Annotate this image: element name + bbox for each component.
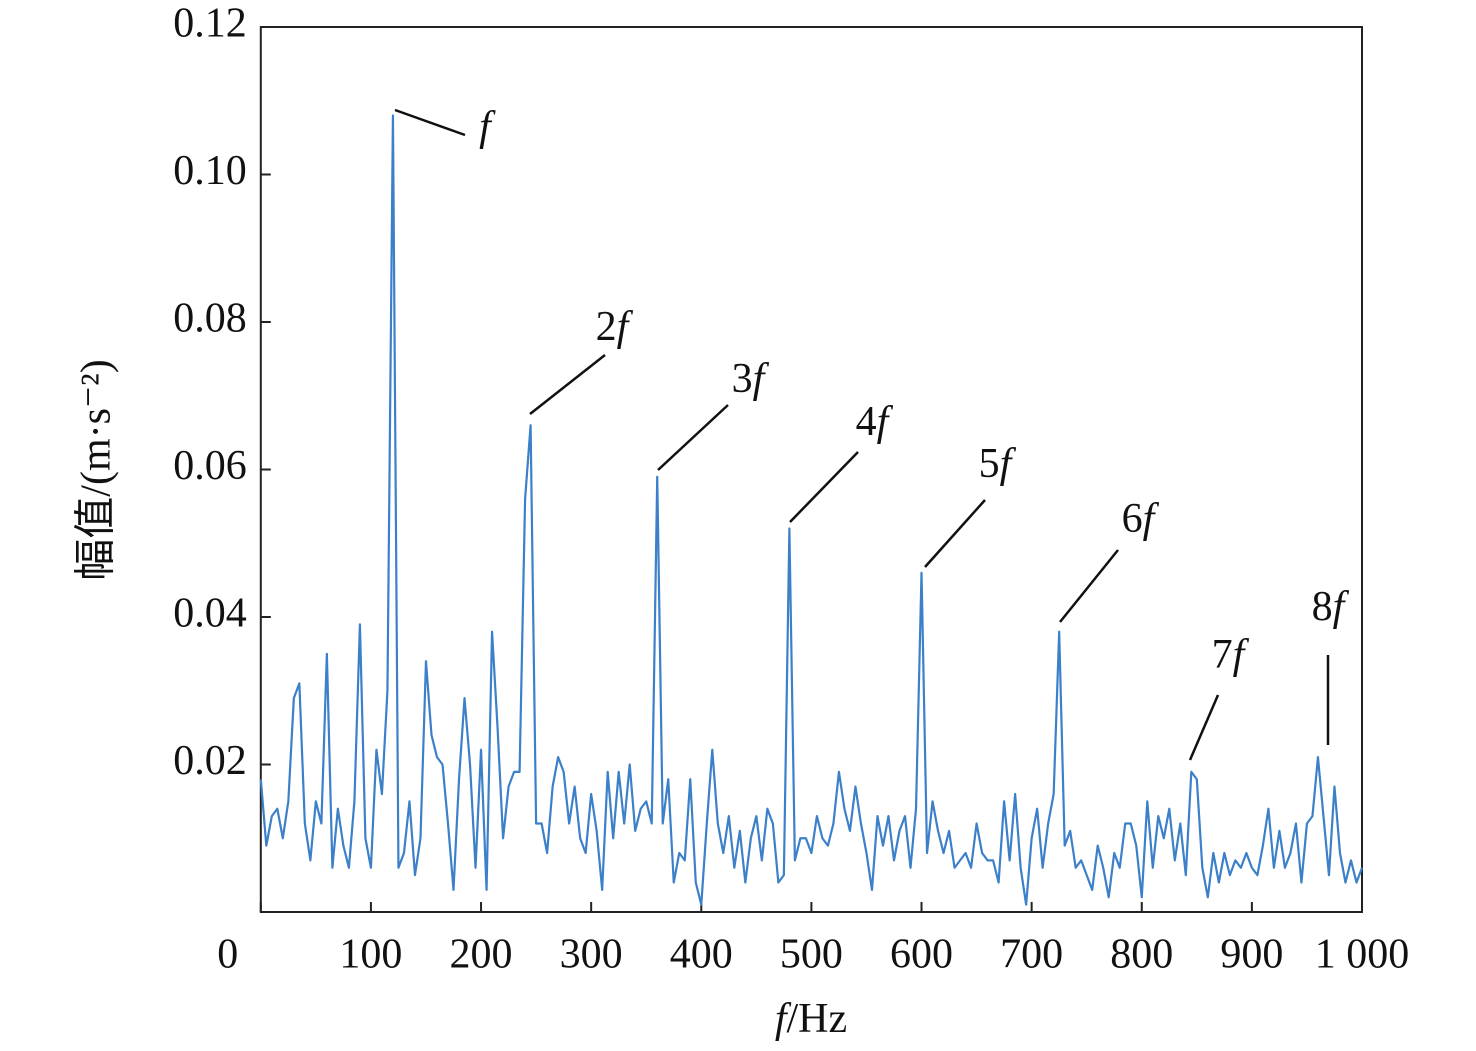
annotation: 8f: [1312, 584, 1350, 630]
annotation-leader: [1188, 694, 1220, 761]
y-tick-label: 0.08: [173, 296, 247, 342]
x-tick-label: 300: [560, 932, 623, 978]
y-tick-label: 0.02: [173, 738, 247, 784]
x-tick-label: 0: [217, 932, 238, 978]
x-axis-label: f/Hz: [775, 996, 847, 1042]
annotation-leader: [394, 108, 466, 137]
y-tick-label: 0.10: [173, 148, 247, 194]
x-tick-label: 200: [450, 932, 513, 978]
annotation: 3f: [732, 356, 770, 402]
x-tick-label: 400: [670, 932, 733, 978]
annotation-leader: [529, 354, 606, 415]
y-tick-label: 0.06: [173, 443, 247, 489]
annotation: f: [479, 104, 496, 150]
x-tick-label: 600: [890, 932, 953, 978]
x-tick-label: 900: [1220, 932, 1283, 978]
annotation: 4f: [856, 399, 894, 445]
x-tick-label: 700: [1000, 932, 1063, 978]
y-axis-label: 幅值/(m·s⁻²): [74, 359, 120, 580]
x-tick-label: 800: [1110, 932, 1173, 978]
spectrum-line: [259, 114, 1364, 906]
x-tick-label: 1 000: [1315, 932, 1410, 978]
x-tick-label: 500: [780, 932, 843, 978]
y-tick-label: 0.12: [173, 1, 247, 47]
annotation-leader: [1059, 549, 1119, 623]
annotation: 5f: [979, 441, 1017, 487]
annotation-leader: [924, 499, 986, 568]
annotation-leader: [789, 451, 859, 523]
annotation: 2f: [596, 304, 634, 350]
annotation-leader: [657, 404, 729, 471]
annotation: 7f: [1212, 632, 1250, 678]
annotation: 6f: [1122, 496, 1160, 542]
x-tick-label: 100: [339, 932, 402, 978]
y-tick-label: 0.04: [173, 591, 247, 637]
